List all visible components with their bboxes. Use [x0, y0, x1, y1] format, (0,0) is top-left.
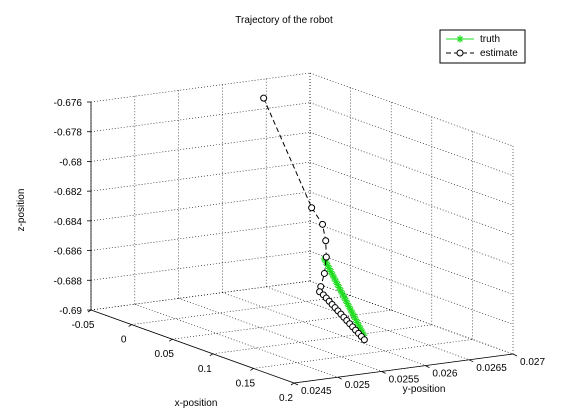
z-tick-label: -0.684 [54, 217, 83, 228]
back-grid-line-z [309, 132, 514, 206]
point-truth [352, 315, 360, 323]
y-tick-mark [337, 376, 342, 380]
x-tick-mark [250, 368, 254, 371]
y-tick-label: 0.0245 [301, 386, 332, 397]
floor-grid-line-x [131, 295, 351, 325]
side-grid-line-z [90, 161, 311, 192]
x-tick-mark [290, 382, 295, 386]
x-tick-label: 0 [121, 335, 127, 346]
z-axis-label: z-position [16, 189, 27, 232]
data-series [260, 94, 368, 344]
floor-grid-line-y [266, 286, 470, 361]
point-estimate [322, 237, 330, 245]
x-axis-line [90, 309, 295, 384]
tick-labels: -0.05 0 0.05 0.1 0.15 0.2 0.0245 0.025 0.0255 0.0… [54, 98, 546, 404]
side-grid-line-z [90, 72, 311, 103]
legend-estimate-marker [456, 49, 464, 57]
x-tick-label: 0.05 [154, 349, 174, 360]
back-grid-line-z [309, 191, 514, 266]
y-tick-label: 0.0265 [476, 363, 507, 374]
y-tick-label: 0.0255 [389, 374, 420, 385]
axis-lines [87, 101, 518, 386]
back-grid-line-z [309, 161, 514, 236]
x-tick-label: 0.1 [198, 364, 212, 375]
floor-grid-line-y [134, 303, 338, 378]
side-grid-line-z [90, 221, 311, 251]
side-grid-line-z [90, 191, 311, 222]
x-tick-mark [209, 353, 214, 357]
z-tick-label: -0.688 [54, 276, 83, 287]
point-estimate [322, 253, 330, 261]
legend: truth estimate [439, 29, 526, 64]
y-tick-mark [425, 365, 430, 368]
floor-grid-line-x [172, 309, 392, 340]
z-tick-label: -0.68 [59, 157, 82, 168]
y-tick-mark [469, 359, 474, 363]
back-grid-line-z [309, 72, 514, 147]
legend-box [439, 29, 526, 64]
floor-grid-line-y [222, 292, 426, 366]
point-estimate [308, 204, 316, 212]
point-estimate [260, 94, 268, 102]
side-grid-line-z [90, 280, 311, 311]
legend-truth-label: truth [480, 34, 500, 45]
x-tick-mark [128, 324, 132, 327]
y-tick-label: 0.026 [432, 369, 457, 380]
y-tick-mark [512, 353, 518, 357]
x-tick-label: -0.05 [72, 320, 95, 331]
back-grid-line-z [309, 102, 514, 176]
legend-truth-marker [456, 35, 464, 43]
y-tick-label: 0.027 [520, 357, 545, 368]
back-grid-line-z [309, 221, 514, 295]
floor-grid-line-x [212, 324, 432, 355]
y-tick-label: 0.025 [345, 380, 370, 391]
legend-truth-asterisk [456, 35, 464, 43]
x-axis-label: x-position [175, 398, 218, 409]
z-tick-label: -0.69 [59, 306, 82, 317]
y-tick-mark [293, 382, 299, 386]
legend-estimate-label: estimate [480, 48, 518, 59]
z-tick-label: -0.676 [54, 98, 83, 109]
y-axis-line [293, 353, 514, 384]
x-tick-mark [168, 338, 173, 342]
point-estimate [360, 336, 368, 344]
point-estimate [319, 220, 327, 228]
x-tick-label: 0.2 [279, 393, 293, 404]
x-tick-label: 0.15 [236, 378, 256, 389]
z-tick-label: -0.686 [54, 247, 83, 258]
side-grid-line-z [90, 102, 311, 133]
grid-lines [90, 72, 514, 384]
y-tick-mark [381, 371, 386, 374]
side-grid-line-z [90, 250, 311, 281]
floor-grid-line-x [253, 339, 473, 369]
side-grid-line-z [90, 132, 311, 162]
z-tick-label: -0.682 [54, 187, 83, 198]
chart-title: Trajectory of the robot [235, 15, 333, 26]
z-tick-label: -0.678 [54, 128, 83, 139]
y-axis-label: y-position [403, 384, 446, 395]
point-estimate [320, 269, 328, 277]
